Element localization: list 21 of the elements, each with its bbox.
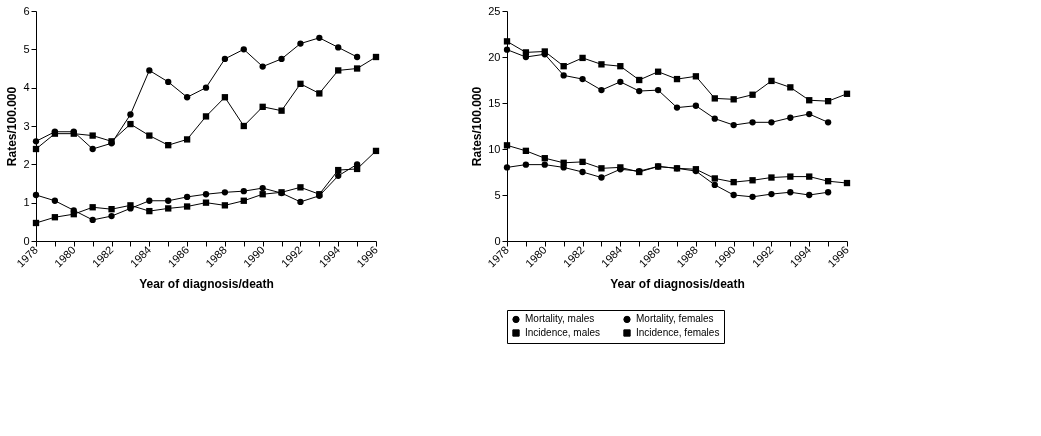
- y-tick-label: 5: [23, 42, 30, 55]
- y-tick-label: 1: [23, 196, 30, 209]
- y-tick-label: 3: [23, 119, 30, 132]
- y-tick-label: 0: [494, 234, 501, 247]
- y-tick-label: 15: [488, 96, 501, 109]
- legend-label: Mortality, males: [525, 313, 595, 325]
- x-axis-title: Year of diagnosis/death: [139, 277, 274, 292]
- y-axis-title: Rates/100.000: [470, 86, 485, 167]
- y-tick-label: 2: [23, 157, 30, 170]
- legend-label: Incidence, females: [636, 327, 720, 338]
- legend-label: Incidence, males: [525, 327, 601, 338]
- y-tick-label: 6: [23, 4, 30, 17]
- y-tick-label: 0: [23, 234, 30, 247]
- y-tick-label: 5: [494, 188, 501, 201]
- y-tick-label: 20: [488, 50, 501, 63]
- y-tick-label: 25: [488, 4, 501, 17]
- legend-label: Mortality, females: [636, 313, 714, 325]
- y-tick-label: 4: [23, 81, 30, 94]
- y-axis-title: Rates/100.000: [5, 86, 20, 167]
- y-tick-label: 10: [488, 142, 501, 155]
- x-axis-title: Year of diagnosis/death: [610, 277, 745, 292]
